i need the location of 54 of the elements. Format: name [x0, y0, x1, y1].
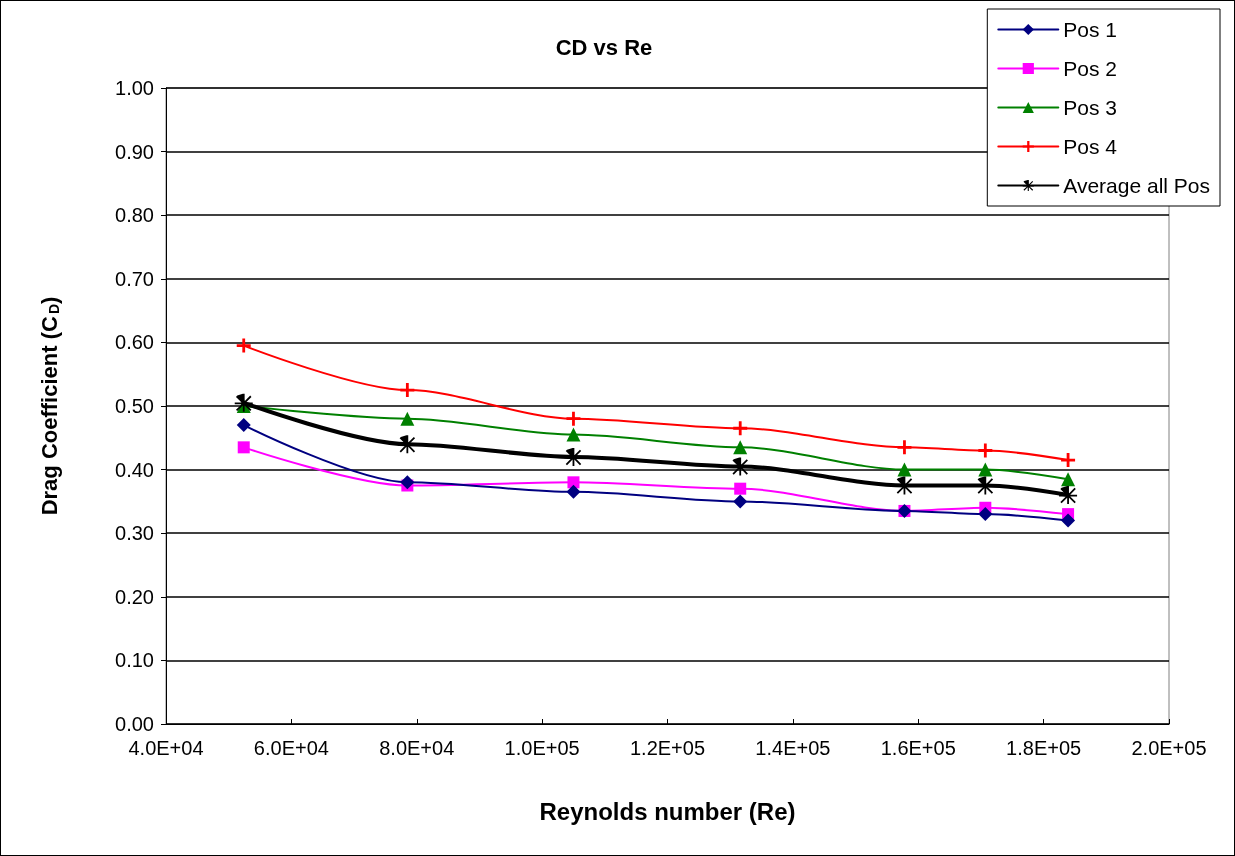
- x-tick-label: 2.0E+05: [1131, 737, 1207, 759]
- point: [236, 418, 251, 433]
- legend-label: Pos 2: [1063, 57, 1117, 80]
- point: [976, 476, 995, 495]
- point: [566, 427, 581, 442]
- y-tick-label: 0.60: [115, 331, 154, 354]
- y-tick-label: 0.00: [115, 713, 154, 735]
- point: [237, 441, 250, 454]
- point: [733, 440, 748, 455]
- point: [978, 443, 993, 458]
- point: [236, 338, 251, 353]
- point: [978, 507, 993, 522]
- chart-title: CD vs Re: [555, 34, 653, 60]
- point: [731, 457, 750, 476]
- y-tick-label: 0.10: [115, 649, 154, 672]
- point: [400, 383, 415, 398]
- y-tick-label: 0.90: [115, 140, 154, 163]
- point: [564, 447, 583, 466]
- y-tick-label: 0.50: [115, 395, 154, 417]
- x-tick-label: 1.8E+05: [1006, 737, 1082, 759]
- legend-label: Average all Pos: [1063, 174, 1210, 197]
- y-tick-label: 0.80: [115, 204, 154, 227]
- point: [734, 482, 747, 495]
- x-tick-label: 1.4E+05: [755, 737, 831, 759]
- point: [400, 475, 415, 490]
- y-tick-label: 1.00: [115, 77, 154, 99]
- x-axis-title: Reynolds number (Re): [539, 797, 796, 825]
- point: [234, 393, 253, 412]
- legend-label: Pos 3: [1063, 96, 1117, 119]
- legend-label: Pos 4: [1063, 135, 1118, 158]
- point: [897, 462, 912, 477]
- y-tick-label: 0.30: [115, 522, 154, 545]
- x-tick-label: 6.0E+04: [253, 737, 329, 759]
- y-tick-label: 0.70: [115, 267, 154, 290]
- x-tick-label: 1.6E+05: [880, 737, 956, 759]
- y-axis-title: Drag Coefficient (CD): [36, 296, 62, 516]
- x-tick-label: 1.0E+05: [504, 737, 580, 759]
- point: [733, 494, 748, 509]
- point: [398, 435, 417, 454]
- point: [1061, 513, 1076, 528]
- point: [400, 411, 415, 426]
- point: [566, 411, 581, 426]
- y-tick-label: 0.40: [115, 458, 154, 481]
- point: [978, 462, 993, 477]
- point: [1061, 472, 1076, 487]
- y-tick-label: 0.20: [115, 585, 154, 608]
- x-tick-label: 4.0E+04: [128, 737, 204, 759]
- x-tick-label: 1.2E+05: [629, 737, 706, 759]
- x-tick-label: 8.0E+04: [379, 737, 455, 759]
- point: [566, 484, 581, 499]
- point: [567, 476, 580, 489]
- point: [897, 440, 912, 455]
- legend-label: Pos 1: [1063, 18, 1117, 41]
- point: [733, 421, 748, 436]
